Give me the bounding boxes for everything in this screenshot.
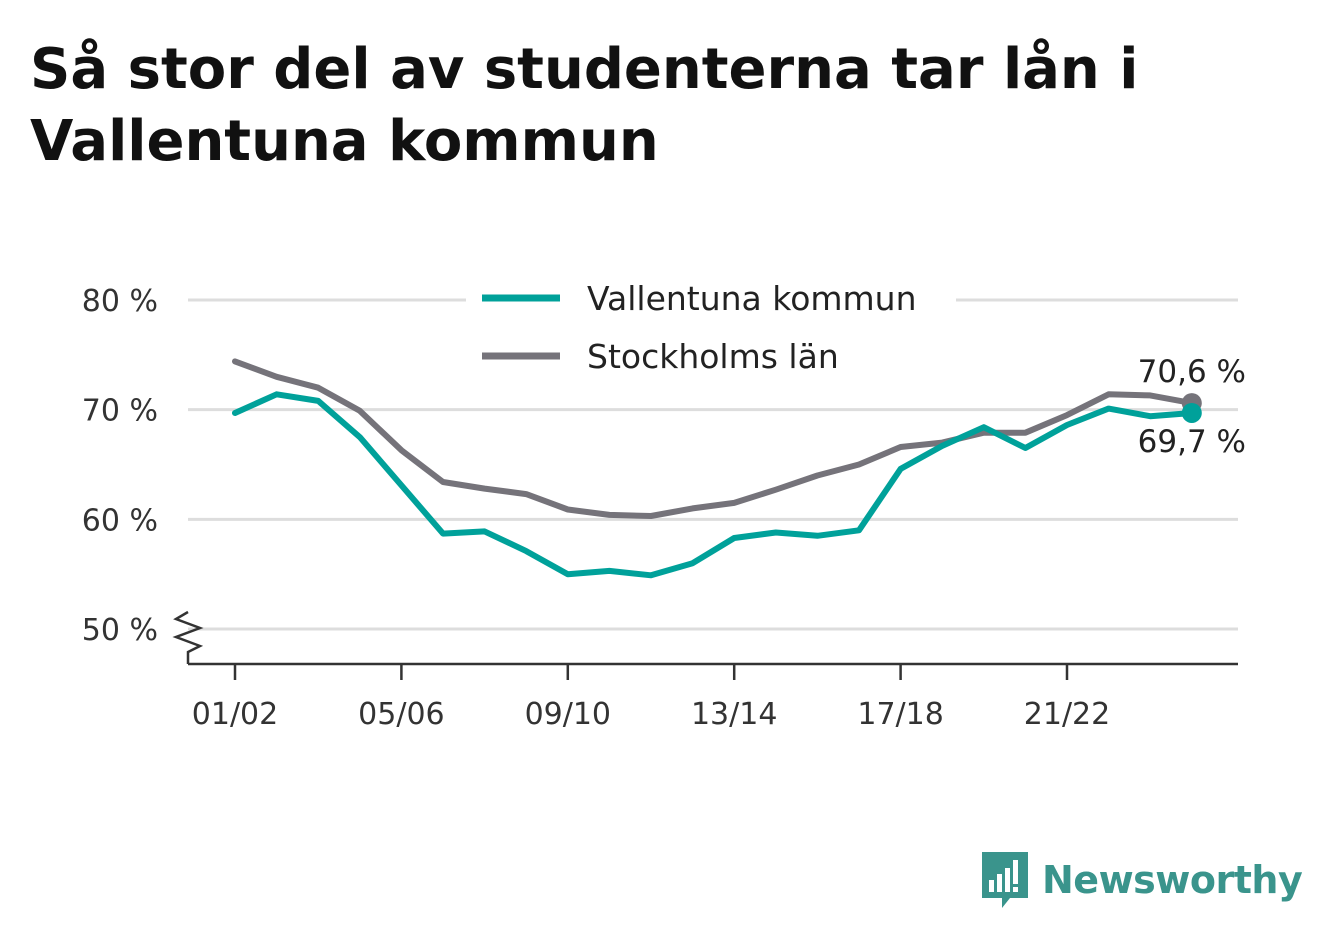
y-tick-label: 60 %: [82, 503, 158, 538]
bar-chart-speech-bubble-icon: [982, 852, 1028, 908]
y-tick-label: 50 %: [82, 613, 158, 648]
x-tick-label: 21/22: [1024, 697, 1110, 732]
y-axis: 50 % 60 % 70 % 80 %: [82, 284, 204, 664]
y-tick-label: 80 %: [82, 284, 158, 319]
newsworthy-logo: Newsworthy: [980, 850, 1303, 910]
chart-title: Så stor del av studenterna tar lån i Val…: [30, 37, 1139, 174]
x-tick-label: 13/14: [691, 697, 777, 732]
x-tick-label: 09/10: [525, 697, 611, 732]
x-tick-label: 17/18: [857, 697, 943, 732]
end-label-stockholm: 70,6 %: [1138, 354, 1246, 390]
legend-label: Vallentuna kommun: [587, 279, 917, 318]
end-point-vallentuna: [1181, 402, 1202, 423]
series-lines: [232, 358, 1202, 579]
axis-break-icon: [172, 610, 204, 664]
series-line-vallentuna: [232, 391, 1195, 579]
legend-background: [466, 272, 956, 382]
y-tick-label: 70 %: [82, 394, 158, 429]
series-line-stockholm: [232, 358, 1195, 519]
end-label-vallentuna: 69,7 %: [1138, 424, 1246, 460]
legend: Vallentuna kommun Stockholms län: [466, 272, 956, 382]
end-labels: 70,6 % 69,7 %: [1138, 354, 1246, 460]
x-tick-label: 01/02: [192, 697, 278, 732]
legend-label: Stockholms län: [587, 337, 839, 376]
brand-name: Newsworthy: [1042, 858, 1303, 902]
x-tick-label: 05/06: [358, 697, 444, 732]
x-axis: 01/02 05/06 09/10 13/14 17/18 21/22: [188, 662, 1238, 732]
